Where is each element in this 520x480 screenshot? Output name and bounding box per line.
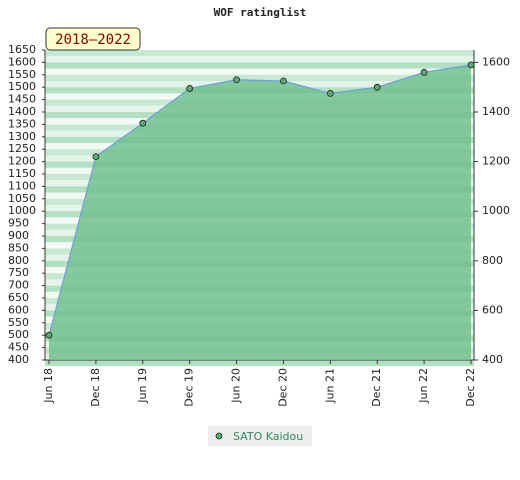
point	[467, 61, 475, 69]
y-tick-label: 1550	[8, 68, 36, 81]
y-tick-label: 1400	[8, 105, 36, 118]
y-tick-label: 1000	[8, 204, 36, 217]
y2-tick-label: 1600	[482, 55, 510, 68]
point	[233, 76, 240, 84]
y-tick-label: 1300	[8, 130, 36, 143]
legend-text: SATO Kaidou	[233, 430, 303, 443]
y-tick-label: 1200	[8, 155, 36, 168]
y-tick-label: 450	[8, 341, 29, 354]
stripe	[45, 62, 474, 69]
point	[139, 119, 147, 127]
x-tick-label: Jun 22	[417, 368, 430, 404]
stripe	[45, 68, 474, 75]
y-tick-label: 850	[8, 241, 29, 254]
stripe	[45, 56, 474, 63]
y-tick-label: 950	[8, 217, 29, 230]
stripe	[45, 74, 474, 81]
y2-tick-label: 800	[482, 254, 503, 267]
y2-tick-label: 400	[482, 353, 503, 366]
y-tick-label: 650	[8, 291, 29, 304]
y-tick-label: 1250	[8, 142, 36, 155]
line	[48, 64, 472, 336]
y-tick-label: 600	[8, 303, 29, 316]
x-tick-label: Jun 19	[136, 368, 149, 404]
y-tick-label: 1500	[8, 80, 36, 93]
y2-tick-label: 1400	[482, 105, 510, 118]
x-tick-label: Dec 22	[464, 368, 477, 407]
y-tick-label: 1650	[8, 43, 36, 56]
x-tick-label: Jun 18	[42, 368, 55, 404]
x-tick-label: Dec 20	[276, 368, 289, 407]
y-tick-label: 1100	[8, 179, 36, 192]
x-tick-label: Jun 21	[323, 368, 336, 404]
y-tick-label: 1150	[8, 167, 36, 180]
y2-tick-label: 600	[482, 303, 503, 316]
y-tick-label: 800	[8, 254, 29, 267]
chart-title: WOF ratinglist	[214, 6, 307, 19]
point	[45, 331, 53, 339]
stripe	[45, 360, 474, 367]
y-tick-label: 550	[8, 316, 29, 329]
y2-tick-label: 1200	[482, 155, 510, 168]
stripe	[45, 50, 474, 57]
x-tick-label: Jun 20	[230, 368, 243, 404]
x-tick-label: Dec 19	[183, 368, 196, 407]
annotation: 2018–2022	[55, 32, 131, 48]
y-tick-label: 750	[8, 266, 29, 279]
x-tick-label: Dec 21	[370, 368, 383, 407]
y2-tick-label: 1000	[482, 204, 510, 217]
y-tick-label: 1450	[8, 93, 36, 106]
point	[280, 77, 287, 85]
point	[420, 68, 428, 76]
annotation-box	[45, 27, 141, 51]
x-tick-label: Dec 18	[89, 368, 102, 407]
y-tick-label: 1350	[8, 117, 36, 130]
point	[326, 90, 334, 97]
y-tick-label: 1600	[8, 55, 36, 68]
y-tick-label: 400	[8, 353, 29, 366]
area-fill	[49, 64, 471, 360]
point	[92, 153, 100, 161]
legend	[208, 426, 312, 446]
point	[186, 85, 194, 92]
y-tick-label: 500	[8, 328, 29, 341]
y-tick-label: 700	[8, 279, 29, 292]
y-tick-label: 900	[8, 229, 29, 242]
legend-marker	[215, 432, 223, 440]
point	[373, 83, 381, 91]
y-tick-label: 1050	[8, 192, 36, 205]
